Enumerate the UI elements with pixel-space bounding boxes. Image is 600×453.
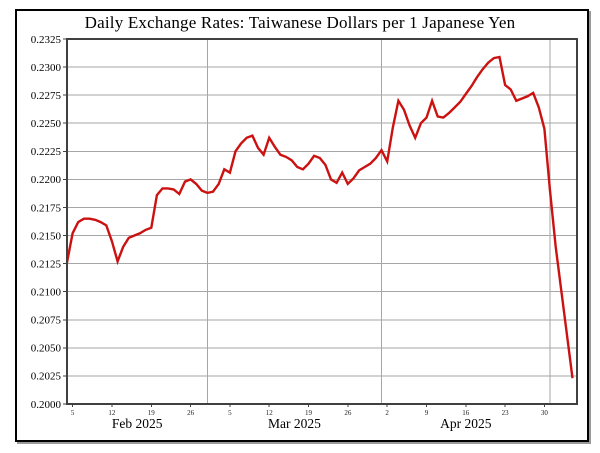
x-tick-label: 19: [148, 409, 156, 417]
x-tick-label: 5: [228, 409, 232, 417]
x-tick-label: 9: [425, 409, 429, 417]
y-tick-label: 0.2200: [31, 174, 62, 186]
y-tick-label: 0.2150: [31, 230, 62, 242]
y-tick-label: 0.2325: [31, 34, 62, 46]
y-axis-labels: 0.2325 0.2300 0.2275 0.2250 0.2225 0.2200 0.21…: [31, 34, 67, 411]
y-tick-label: 0.2075: [31, 315, 62, 327]
x-tick-label: 16: [462, 409, 470, 417]
y-tick-label: 0.2125: [31, 258, 62, 270]
x-tick-label: 26: [187, 409, 195, 417]
gridlines: [67, 39, 577, 404]
rate-line: [65, 55, 574, 379]
y-tick-label: 0.2275: [31, 90, 62, 102]
y-tick-label: 0.2225: [31, 146, 62, 158]
x-tick-label: 23: [502, 409, 510, 417]
x-tick-label: 2: [385, 409, 389, 417]
plot-frame: [66, 38, 578, 405]
x-tick-label: 26: [344, 409, 352, 417]
y-tick-label: 0.2050: [31, 343, 62, 355]
x-tick-label: 12: [266, 409, 274, 417]
y-tick-label: 0.2100: [31, 286, 62, 298]
x-tick-label: 5: [71, 409, 75, 417]
x-tick-label: 12: [108, 409, 116, 417]
y-tick-label: 0.2000: [31, 399, 62, 411]
chart-title: Daily Exchange Rates: Taiwanese Dollars …: [84, 13, 516, 32]
x-tick-label: 19: [305, 409, 313, 417]
y-tick-label: 0.2175: [31, 202, 62, 214]
month-label: Feb 2025: [112, 416, 163, 431]
y-tick-label: 0.2250: [31, 118, 62, 130]
month-labels: Feb 2025 Mar 2025 Apr 2025: [112, 416, 492, 431]
month-label: Mar 2025: [268, 416, 321, 431]
x-tick-label: 30: [541, 409, 549, 417]
month-label: Apr 2025: [440, 416, 492, 431]
y-tick-label: 0.2300: [31, 62, 62, 74]
y-tick-label: 0.2025: [31, 371, 62, 383]
chart-border: [15, 9, 589, 442]
